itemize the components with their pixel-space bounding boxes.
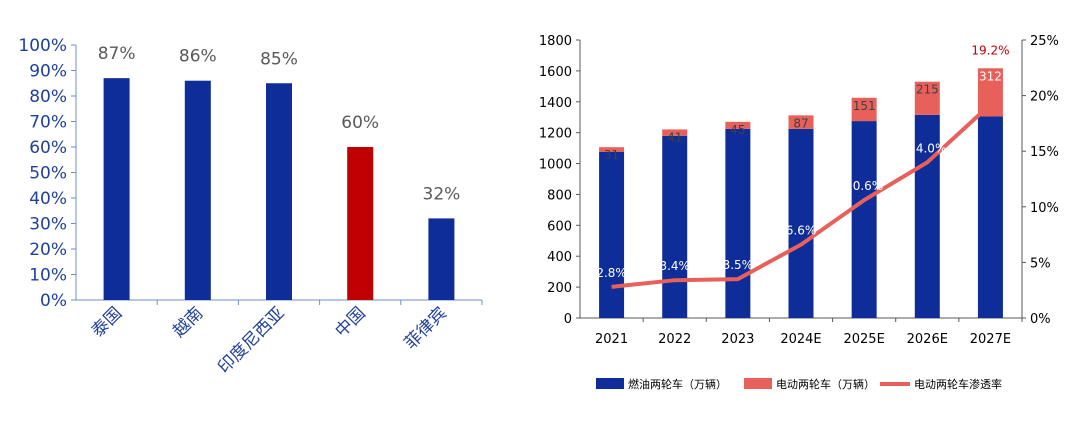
chart2-left-tick-label: 1400 [539, 96, 572, 111]
chart1-x-tick-label: 印度尼西亚 [214, 303, 288, 377]
chart1-data-label: 60% [341, 113, 379, 133]
chart2-bar-fuel [914, 114, 940, 319]
chart1-y-tick-label: 0% [40, 291, 67, 311]
chart1-data-label: 85% [260, 49, 298, 69]
chart1-bar [103, 78, 130, 301]
chart1-y-tick-label: 80% [29, 87, 67, 107]
chart1-y-tick-label: 10% [29, 266, 67, 286]
chart2-penetration-data-label: 6.6% [786, 224, 817, 238]
chart2-left-tick-label: 600 [547, 219, 572, 234]
chart1-bar [428, 218, 455, 300]
chart2-right-tick-label: 5% [1030, 256, 1051, 271]
chart1-y-tick-label: 70% [29, 113, 67, 133]
chart1-x-tick-label: 泰国 [88, 303, 126, 341]
chart2-x-tick-label: 2027E [970, 332, 1011, 347]
chart2-bar-fuel [662, 135, 688, 318]
chart2-penetration-data-label: 19.2% [971, 43, 1009, 57]
chart2-right-tick-label: 10% [1030, 201, 1059, 216]
chart1-data-label: 87% [98, 44, 136, 64]
chart2-electric-value-label: 41 [667, 130, 682, 144]
chart2-left-tick-label: 200 [547, 281, 572, 296]
chart1-y-tick-label: 50% [29, 164, 67, 184]
chart2-left-tick-label: 1000 [539, 158, 572, 173]
country-share-bar-chart: 0% 10% 20% 30% 40% 50% 60% 70% 80% 90% 100% 87% 86%… [18, 36, 483, 378]
chart2-bar-fuel [725, 128, 751, 318]
chart2-left-tick-label: 1200 [539, 127, 572, 142]
chart2-penetration-data-label: 3.4% [659, 259, 690, 273]
chart2-penetration-data-label: 2.8% [596, 266, 627, 280]
chart2-bar-electric [599, 147, 625, 152]
chart1-bar [184, 80, 211, 300]
chart2-right-tick-label: 15% [1030, 145, 1059, 160]
chart1-bar [347, 147, 374, 300]
legend-electric-swatch [744, 378, 772, 389]
chart1-x-tick-label: 越南 [169, 303, 207, 341]
chart2-penetration-data-label: 3.5% [723, 258, 754, 272]
chart2-electric-value-label: 87 [793, 116, 808, 130]
chart2-bar-fuel [788, 128, 814, 318]
legend-penetration-label: 电动两轮车渗透率 [914, 377, 1002, 391]
chart2-right-tick-label: 20% [1030, 90, 1059, 105]
legend-fuel-swatch [596, 378, 624, 389]
chart2-x-tick-label: 2022 [658, 332, 691, 347]
chart1-x-tick-label: 中国 [332, 303, 370, 341]
chart2-right-tick-label: 25% [1030, 34, 1059, 49]
chart2-left-tick-label: 0 [564, 312, 572, 327]
chart2-bar-electric [725, 121, 751, 129]
chart2-x-tick-label: 2024E [780, 332, 821, 347]
chart1-y-tick-label: 30% [29, 215, 67, 235]
chart1-y-tick-label: 100% [18, 36, 67, 56]
chart2-left-tick-label: 1600 [539, 65, 572, 80]
chart2-bar-fuel [851, 121, 877, 318]
chart2-bar-fuel [977, 116, 1003, 318]
chart2-right-tick-label: 0% [1030, 312, 1051, 327]
chart2-electric-value-label: 312 [979, 69, 1002, 83]
chart2-electric-value-label: 45 [730, 123, 745, 137]
chart2-bar-fuel [599, 151, 625, 318]
chart2-x-tick-label: 2025E [843, 332, 884, 347]
chart2-bar-electric [788, 115, 814, 129]
chart2-x-tick-label: 2026E [907, 332, 948, 347]
chart2-x-tick-label: 2021 [595, 332, 628, 347]
two-wheeler-stacked-bar-line-chart: 0 200 400 600 800 1000 1200 1400 1600 1800 0% 5% 10… [539, 34, 1059, 391]
chart2-electric-value-label: 31 [604, 148, 619, 162]
chart1-y-tick-label: 40% [29, 189, 67, 209]
chart1-y-tick-label: 60% [29, 138, 67, 158]
chart1-bar [266, 83, 292, 300]
chart1-data-label: 86% [179, 47, 217, 67]
chart2-electric-value-label: 151 [853, 99, 876, 113]
chart2-left-tick-label: 800 [547, 188, 572, 203]
chart2-left-tick-label: 1800 [539, 34, 572, 49]
chart1-data-label: 32% [423, 184, 461, 204]
chart2-bar-electric [662, 129, 688, 136]
chart2-bar-electric [977, 68, 1003, 117]
chart1-y-tick-label: 20% [29, 240, 67, 260]
chart2-penetration-line [611, 103, 992, 289]
chart2-penetration-data-label: 14.0% [908, 141, 946, 155]
chart2-bar-electric [914, 81, 940, 115]
chart2-bar-electric [851, 97, 877, 122]
chart1-x-tick-label: 菲律宾 [401, 303, 451, 353]
chart2-left-tick-label: 400 [547, 250, 572, 265]
chart2-electric-value-label: 215 [916, 83, 939, 97]
legend-fuel-label: 燃油两轮车（万辆） [628, 377, 727, 391]
chart2-x-tick-label: 2023 [721, 332, 754, 347]
chart2-penetration-data-label: 10.6% [845, 179, 883, 193]
chart1-y-tick-label: 90% [29, 62, 67, 82]
legend-electric-label: 电动两轮车（万辆） [776, 377, 875, 391]
